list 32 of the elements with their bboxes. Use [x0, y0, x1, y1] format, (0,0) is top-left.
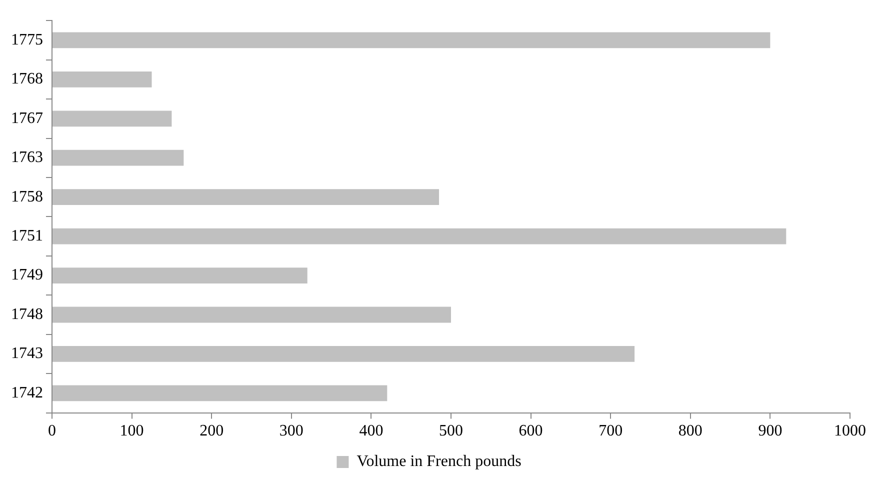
- y-tick-label: 1763: [11, 149, 43, 166]
- x-tick-label: 900: [758, 422, 782, 440]
- x-tick-label: 0: [48, 422, 56, 440]
- y-tick-label: 1775: [11, 31, 43, 48]
- x-tick-label: 700: [598, 422, 623, 440]
- x-tick-label: 200: [200, 422, 224, 440]
- x-tick-label: 600: [518, 422, 543, 440]
- bar: [52, 32, 770, 48]
- y-tick-label: 1743: [11, 345, 43, 362]
- y-tick-label: 1751: [11, 228, 43, 245]
- x-tick-label: 1000: [834, 422, 866, 440]
- bar: [52, 110, 172, 127]
- bar: [52, 189, 440, 206]
- bar: [52, 228, 786, 244]
- bar: [52, 306, 451, 323]
- x-tick-label: 400: [359, 422, 384, 440]
- y-tick-label: 1742: [11, 384, 43, 402]
- x-tick-label: 800: [678, 422, 702, 440]
- legend-label: Volume in French pounds: [356, 453, 522, 470]
- x-tick-label: 100: [120, 422, 144, 440]
- y-tick-label: 1758: [11, 188, 43, 206]
- y-tick-label: 1768: [11, 70, 43, 88]
- y-tick-label: 1748: [11, 306, 43, 323]
- y-tick-label: 1767: [11, 110, 43, 127]
- bar: [52, 71, 152, 88]
- bar: [52, 385, 388, 402]
- y-tick-label: 1749: [11, 266, 43, 284]
- x-tick-label: 500: [439, 422, 463, 440]
- bar: [52, 150, 184, 166]
- x-tick-label: 300: [279, 422, 304, 440]
- bar: [52, 268, 308, 284]
- bar: [52, 346, 635, 362]
